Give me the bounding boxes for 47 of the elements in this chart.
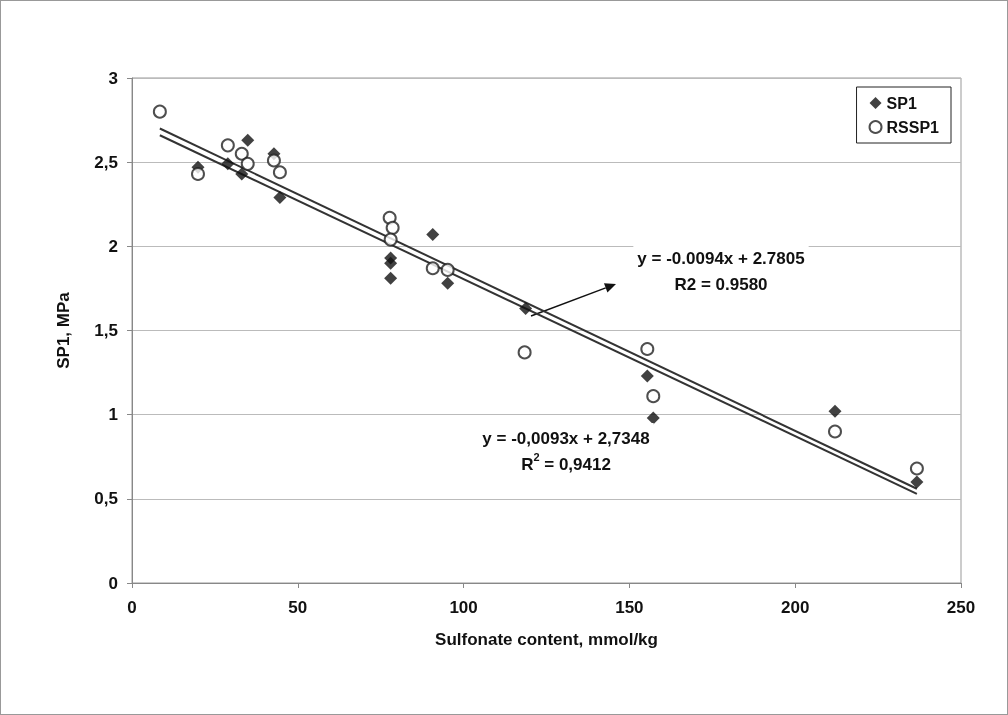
point bbox=[426, 228, 440, 242]
x-tick-label: 0 bbox=[127, 598, 137, 617]
y-tick-label: 2 bbox=[108, 236, 118, 256]
point bbox=[266, 153, 281, 168]
x-tick-label: 50 bbox=[288, 598, 308, 617]
y-axis-title: SP1, MPa bbox=[54, 291, 73, 369]
x-tick-label: 250 bbox=[946, 598, 976, 617]
x-tick-label: 100 bbox=[449, 598, 478, 617]
annotation: y = -0.0094x + 2.7805 R2 = 0.9580 bbox=[637, 248, 805, 294]
legend-label: RSSP1 bbox=[886, 118, 940, 136]
x-tick-label: 200 bbox=[781, 598, 810, 617]
point bbox=[272, 165, 287, 180]
point bbox=[640, 369, 654, 383]
point bbox=[385, 220, 400, 235]
point bbox=[234, 146, 249, 161]
point bbox=[220, 138, 235, 153]
x-tick-label: 150 bbox=[615, 598, 644, 617]
y-tick-label: 1 bbox=[108, 405, 118, 425]
point bbox=[646, 411, 660, 425]
point bbox=[646, 389, 661, 404]
y-tick-label: 0,5 bbox=[94, 489, 118, 509]
point bbox=[383, 232, 398, 247]
point bbox=[152, 104, 167, 119]
point bbox=[910, 475, 924, 489]
point bbox=[425, 261, 440, 276]
point bbox=[828, 424, 842, 439]
point bbox=[241, 133, 255, 147]
point bbox=[235, 167, 249, 181]
y-tick-label: 2,5 bbox=[94, 152, 118, 172]
y-tick-label: 1,5 bbox=[94, 321, 118, 340]
point bbox=[221, 157, 235, 171]
point bbox=[517, 345, 532, 360]
point bbox=[240, 156, 255, 171]
point bbox=[384, 256, 398, 270]
y-tick-label: 0 bbox=[108, 573, 118, 593]
legend-label: SP1 bbox=[886, 94, 917, 112]
point bbox=[273, 191, 287, 205]
point bbox=[441, 276, 455, 290]
point bbox=[828, 404, 842, 418]
y-tick-label: 3 bbox=[108, 68, 118, 88]
point bbox=[519, 302, 533, 316]
x-axis-title: Sulfonate content, mmol/kg bbox=[435, 630, 658, 649]
point bbox=[909, 461, 924, 476]
point bbox=[640, 342, 655, 357]
point bbox=[440, 262, 455, 277]
point bbox=[191, 166, 205, 181]
point bbox=[384, 271, 398, 285]
